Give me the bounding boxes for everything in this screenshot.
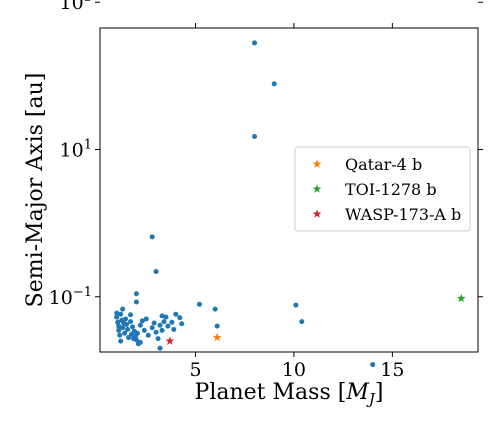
data-point-51 <box>149 325 155 331</box>
data-point-57 <box>161 319 167 325</box>
highlight-point-2 <box>456 293 466 303</box>
data-point-58 <box>165 323 171 329</box>
y-tick-label-1: 101 <box>60 138 92 162</box>
data-point-6 <box>153 269 159 275</box>
data-point-5 <box>149 234 155 240</box>
data-point-11 <box>293 302 299 308</box>
data-point-14 <box>128 312 134 318</box>
data-point-8 <box>196 301 202 307</box>
data-point-19 <box>173 311 179 317</box>
y-tick-label-2: 103 <box>60 0 92 14</box>
data-point-24 <box>115 319 121 325</box>
data-point-23 <box>114 314 120 320</box>
data-point-60 <box>171 326 177 332</box>
legend-label-0: Qatar-4 b <box>345 155 422 174</box>
data-point-22 <box>114 310 120 316</box>
x-tick-label-2: 15 <box>380 359 404 381</box>
data-point-15 <box>133 291 139 297</box>
data-point-61 <box>157 345 163 351</box>
data-point-2 <box>252 40 258 46</box>
data-point-18 <box>163 314 169 320</box>
legend-label-1: TOI-1278 b <box>345 180 437 199</box>
data-point-36 <box>126 334 132 340</box>
data-point-30 <box>120 325 126 331</box>
data-point-62 <box>118 311 124 317</box>
data-point-16 <box>133 299 139 305</box>
data-point-27 <box>117 332 123 338</box>
y-tick-label-0: 10−1 <box>49 285 92 309</box>
x-tick-label-0: 5 <box>189 359 201 381</box>
data-point-10 <box>214 323 220 329</box>
data-point-20 <box>177 315 183 321</box>
data-point-48 <box>141 327 147 333</box>
highlight-point-3 <box>165 336 175 345</box>
legend-box <box>294 146 471 232</box>
data-point-17 <box>159 313 165 319</box>
data-point-4 <box>252 134 258 140</box>
data-point-33 <box>123 316 129 322</box>
data-marks <box>114 40 466 368</box>
data-point-3 <box>271 81 277 87</box>
legend-marker-0 <box>312 159 322 168</box>
data-point-26 <box>116 327 122 333</box>
data-point-44 <box>134 330 140 336</box>
data-point-63 <box>137 339 143 345</box>
legend-marker-1 <box>312 184 322 193</box>
data-point-43 <box>133 337 139 343</box>
data-point-50 <box>145 332 151 338</box>
legend: Qatar-4 b TOI-1278 b WASP-173-A b <box>294 146 471 232</box>
data-point-47 <box>139 318 145 324</box>
data-point-21 <box>179 321 185 327</box>
data-point-32 <box>122 330 128 336</box>
data-point-7 <box>370 362 376 368</box>
data-point-28 <box>118 338 124 344</box>
data-point-12 <box>299 319 305 325</box>
legend-marker-2 <box>312 209 322 218</box>
data-point-25 <box>116 323 122 329</box>
data-point-56 <box>159 327 165 333</box>
x-axis-label: Planet Mass [MJ] <box>195 380 384 408</box>
data-point-55 <box>157 322 163 328</box>
data-point-52 <box>151 320 157 326</box>
y-axis-label: Semi-Major Axis [au] <box>23 73 48 308</box>
data-point-49 <box>143 316 149 322</box>
data-point-39 <box>129 324 135 330</box>
data-point-35 <box>125 326 131 332</box>
x-tick-label-1: 10 <box>282 359 306 381</box>
data-point-53 <box>153 329 159 335</box>
data-point-34 <box>124 322 130 328</box>
data-point-13 <box>120 306 126 312</box>
data-point-46 <box>137 322 143 328</box>
highlight-point-1 <box>212 332 222 342</box>
data-point-59 <box>169 319 175 325</box>
data-point-9 <box>212 306 218 312</box>
axis-ticks: 5 10 15 10−1 101 103 <box>49 0 483 381</box>
data-point-37 <box>128 319 134 325</box>
data-point-54 <box>155 336 161 342</box>
legend-label-2: WASP-173-A b <box>345 205 461 224</box>
plot-frame <box>99 27 479 353</box>
